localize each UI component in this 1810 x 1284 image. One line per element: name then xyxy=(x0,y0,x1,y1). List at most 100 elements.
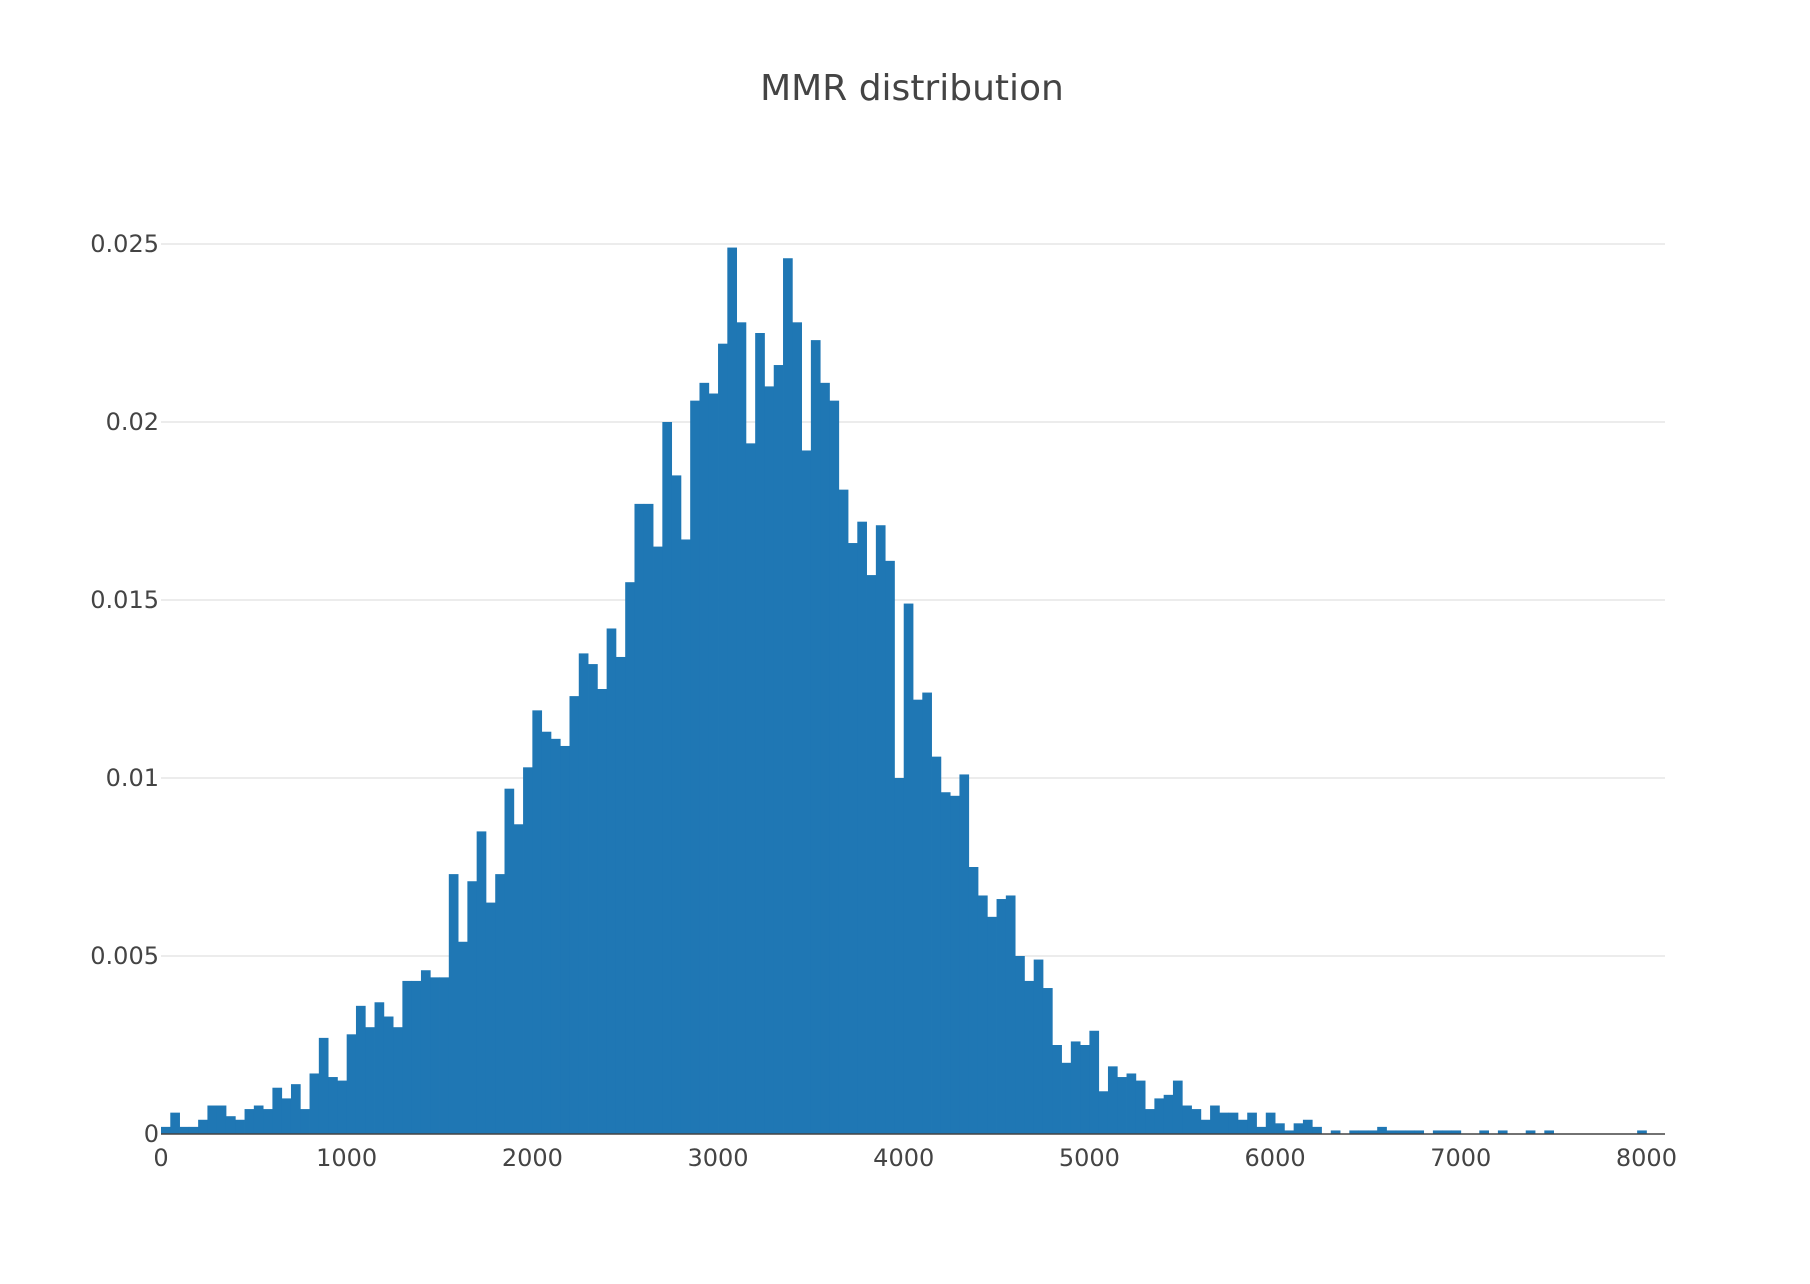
histogram-bar xyxy=(727,247,738,1134)
x-tick-label: 8000 xyxy=(1616,1144,1677,1172)
histogram-bar xyxy=(968,867,979,1134)
histogram-bar xyxy=(161,1126,171,1134)
histogram-bar xyxy=(1442,1130,1452,1134)
histogram-bar xyxy=(253,1105,264,1134)
x-tick-label: 3000 xyxy=(687,1144,748,1172)
histogram-bar xyxy=(885,560,895,1134)
histogram-bar xyxy=(940,792,951,1134)
histogram-bar xyxy=(1015,956,1025,1134)
histogram-bar xyxy=(1367,1130,1378,1134)
histogram-bar xyxy=(1284,1130,1295,1134)
histogram-bar xyxy=(857,521,867,1134)
histogram-bar xyxy=(1247,1112,1257,1134)
histogram-bar xyxy=(1126,1073,1137,1134)
histogram-bar xyxy=(987,916,997,1134)
grid-lines xyxy=(161,243,1665,957)
histogram-bar xyxy=(588,664,598,1134)
histogram-bar xyxy=(1163,1094,1174,1134)
histogram-bar xyxy=(374,1002,385,1134)
histogram-bar xyxy=(402,980,413,1134)
histogram-bar xyxy=(513,824,524,1134)
histogram-bar xyxy=(448,874,459,1134)
histogram-bar xyxy=(820,382,830,1135)
histogram-bar xyxy=(569,696,580,1134)
y-tick-label: 0 xyxy=(144,1120,159,1148)
histogram-bar xyxy=(1451,1130,1462,1134)
x-tick-label: 4000 xyxy=(873,1144,934,1172)
histogram-bar xyxy=(300,1109,310,1134)
histogram-bar xyxy=(1432,1130,1443,1134)
histogram-bar xyxy=(1005,895,1016,1134)
histogram-bar xyxy=(485,902,496,1134)
histogram-bar xyxy=(1070,1041,1081,1134)
histogram-bar xyxy=(1107,1066,1118,1134)
histogram-bar xyxy=(225,1116,236,1134)
histogram-bar xyxy=(1525,1130,1536,1134)
y-tick-label: 0.01 xyxy=(106,764,159,792)
histogram-bar xyxy=(1405,1130,1415,1134)
histogram-bar xyxy=(597,689,608,1134)
histogram-bar xyxy=(755,333,765,1134)
histogram-bar xyxy=(1191,1109,1202,1134)
histogram-bar xyxy=(931,756,942,1134)
histogram-bar xyxy=(1080,1045,1090,1134)
histogram-bar xyxy=(810,340,821,1134)
histogram-bar xyxy=(420,970,431,1134)
histogram-bar xyxy=(179,1126,190,1134)
histogram-bar xyxy=(1033,959,1044,1134)
histogram-bar xyxy=(671,475,682,1134)
histogram-bar xyxy=(318,1037,329,1134)
histogram-bar xyxy=(1256,1126,1267,1134)
histogram-bar xyxy=(328,1077,338,1134)
histogram-bar xyxy=(708,393,719,1134)
histogram-bar xyxy=(801,450,812,1135)
histogram-bar xyxy=(718,343,728,1134)
histogram-bar xyxy=(430,977,440,1134)
histogram-bar xyxy=(1135,1080,1146,1134)
histogram-bar xyxy=(773,365,784,1134)
histogram-bar xyxy=(1377,1126,1387,1134)
histogram-bar xyxy=(996,899,1007,1134)
histogram-bar xyxy=(1145,1109,1155,1134)
histogram-bar xyxy=(560,745,570,1134)
histogram-bar xyxy=(829,400,840,1134)
histogram-bar xyxy=(950,795,960,1134)
histogram-bar xyxy=(634,503,645,1134)
histogram-bar xyxy=(699,382,710,1135)
histogram-bar xyxy=(1265,1112,1276,1134)
histogram-bar xyxy=(337,1080,348,1134)
histogram-bar xyxy=(263,1109,273,1134)
histogram-bar xyxy=(1275,1123,1285,1134)
histogram-bar xyxy=(1414,1130,1425,1134)
histogram-bar xyxy=(1219,1112,1230,1134)
histogram-bar xyxy=(1497,1130,1508,1134)
histogram-bar xyxy=(346,1034,357,1134)
histogram-bar xyxy=(393,1027,403,1134)
x-tick-label: 7000 xyxy=(1430,1144,1491,1172)
histogram-bar xyxy=(1052,1045,1062,1134)
histogram-bar xyxy=(838,489,849,1134)
histogram-bar xyxy=(523,767,533,1134)
y-axis-ticks: 0 0.005 0.01 0.015 0.02 0.025 xyxy=(90,230,159,1148)
histogram-bar xyxy=(977,895,988,1134)
histogram-bar xyxy=(1154,1098,1165,1134)
histogram-bar xyxy=(235,1119,245,1134)
histogram-bar xyxy=(411,980,422,1134)
histogram-bar xyxy=(1330,1130,1341,1134)
x-tick-label: 2000 xyxy=(502,1144,563,1172)
histogram-bar xyxy=(281,1098,292,1134)
histogram-bar xyxy=(1042,988,1053,1134)
histogram-bar xyxy=(383,1016,394,1134)
histogram-bar xyxy=(532,710,543,1134)
histogram-bar xyxy=(1228,1112,1239,1134)
histogram-bar xyxy=(736,322,747,1134)
histogram-bar xyxy=(290,1084,301,1134)
histogram-bar xyxy=(903,603,914,1134)
y-tick-label: 0.02 xyxy=(106,408,159,436)
histogram-bar xyxy=(207,1105,218,1134)
histogram-bar xyxy=(1386,1130,1397,1134)
histogram-bar xyxy=(1061,1062,1072,1134)
histogram-bar xyxy=(216,1105,227,1134)
